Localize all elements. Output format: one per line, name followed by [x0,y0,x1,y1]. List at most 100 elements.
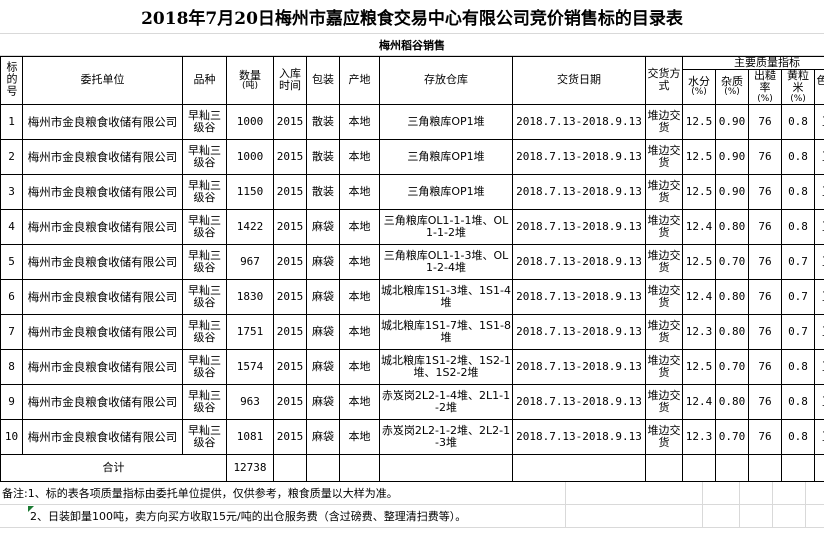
table-row[interactable]: 3 梅州市金良粮食收储有限公司 早籼三级谷 1150 2015 散装 本地 三角粮库OP1堆 2… [0,173,824,210]
cell-color-odor[interactable]: 正常 [813,243,824,280]
cell-moisture[interactable]: 12.5 [682,138,716,175]
cell-yellow-rice[interactable]: 0.8 [781,418,815,455]
cell-variety[interactable]: 早籼三级谷 [182,348,227,385]
cell-impurity[interactable]: 0.90 [715,103,749,140]
cell-quantity[interactable]: 1000 [226,103,274,140]
cell-warehouse[interactable]: 三角粮库OP1堆 [379,138,513,175]
cell-storage-time[interactable]: 2015 [273,313,307,350]
cell-quantity[interactable]: 1751 [226,313,274,350]
cell-consignor[interactable]: 梅州市金良粮食收储有限公司 [22,313,183,350]
cell-storage-time[interactable]: 2015 [273,418,307,455]
table-row[interactable]: 8 梅州市金良粮食收储有限公司 早籼三级谷 1574 2015 麻袋 本地 城北粮库1S1-2… [0,348,824,385]
cell-consignor[interactable]: 梅州市金良粮食收储有限公司 [22,103,183,140]
cell-consignor[interactable]: 梅州市金良粮食收储有限公司 [22,418,183,455]
cell-delivery-date[interactable]: 2018.7.13-2018.9.13 [512,278,646,315]
cell-moisture[interactable]: 12.3 [682,313,716,350]
cell-index[interactable]: 2 [0,138,23,175]
cell-quantity[interactable]: 1830 [226,278,274,315]
cell-warehouse[interactable]: 三角粮库OP1堆 [379,103,513,140]
cell-variety[interactable]: 早籼三级谷 [182,313,227,350]
cell-delivery-date[interactable]: 2018.7.13-2018.9.13 [512,173,646,210]
cell-delivery-method[interactable]: 堆边交货 [645,173,683,210]
cell-moisture[interactable]: 12.5 [682,173,716,210]
cell-quantity[interactable]: 1081 [226,418,274,455]
cell-moisture[interactable]: 12.5 [682,243,716,280]
cell-index[interactable]: 10 [0,418,23,455]
cell-delivery-method[interactable]: 堆边交货 [645,418,683,455]
cell-milling-rate[interactable]: 76 [748,348,782,385]
cell-color-odor[interactable]: 正常 [813,383,824,420]
cell-delivery-date[interactable]: 2018.7.13-2018.9.13 [512,138,646,175]
table-row[interactable]: 7 梅州市金良粮食收储有限公司 早籼三级谷 1751 2015 麻袋 本地 城北粮库1S1-7… [0,313,824,350]
cell-warehouse[interactable]: 三角粮库OL1-1-1堆、OL1-1-2堆 [379,208,513,245]
cell-packaging[interactable]: 麻袋 [306,348,340,385]
cell-index[interactable]: 1 [0,103,23,140]
cell-yellow-rice[interactable]: 0.8 [781,173,815,210]
cell-quantity[interactable]: 1150 [226,173,274,210]
cell-milling-rate[interactable]: 76 [748,418,782,455]
table-row[interactable]: 6 梅州市金良粮食收储有限公司 早籼三级谷 1830 2015 麻袋 本地 城北粮库1S1-3… [0,278,824,315]
cell-delivery-date[interactable]: 2018.7.13-2018.9.13 [512,313,646,350]
cell-variety[interactable]: 早籼三级谷 [182,208,227,245]
cell-quantity[interactable]: 967 [226,243,274,280]
cell-index[interactable]: 8 [0,348,23,385]
cell-storage-time[interactable]: 2015 [273,173,307,210]
cell-delivery-method[interactable]: 堆边交货 [645,278,683,315]
cell-color-odor[interactable]: 正常 [813,138,824,175]
cell-delivery-method[interactable]: 堆边交货 [645,348,683,385]
cell-delivery-date[interactable]: 2018.7.13-2018.9.13 [512,348,646,385]
cell-warehouse[interactable]: 城北粮库1S1-3堆、1S1-4堆 [379,278,513,315]
cell-storage-time[interactable]: 2015 [273,278,307,315]
cell-index[interactable]: 3 [0,173,23,210]
cell-quantity[interactable]: 1422 [226,208,274,245]
cell-milling-rate[interactable]: 76 [748,313,782,350]
cell-variety[interactable]: 早籼三级谷 [182,418,227,455]
cell-milling-rate[interactable]: 76 [748,173,782,210]
cell-color-odor[interactable]: 正常 [813,418,824,455]
cell-origin[interactable]: 本地 [339,243,380,280]
cell-consignor[interactable]: 梅州市金良粮食收储有限公司 [22,138,183,175]
cell-origin[interactable]: 本地 [339,138,380,175]
cell-consignor[interactable]: 梅州市金良粮食收储有限公司 [22,243,183,280]
cell-origin[interactable]: 本地 [339,103,380,140]
cell-variety[interactable]: 早籼三级谷 [182,138,227,175]
table-row[interactable]: 2 梅州市金良粮食收储有限公司 早籼三级谷 1000 2015 散装 本地 三角粮库OP1堆 2… [0,138,824,175]
cell-milling-rate[interactable]: 76 [748,138,782,175]
cell-impurity[interactable]: 0.80 [715,208,749,245]
cell-delivery-date[interactable]: 2018.7.13-2018.9.13 [512,383,646,420]
cell-color-odor[interactable]: 正常 [813,173,824,210]
cell-index[interactable]: 7 [0,313,23,350]
cell-packaging[interactable]: 麻袋 [306,278,340,315]
cell-warehouse[interactable]: 城北粮库1S1-7堆、1S1-8堆 [379,313,513,350]
cell-impurity[interactable]: 0.80 [715,313,749,350]
cell-impurity[interactable]: 0.70 [715,418,749,455]
cell-packaging[interactable]: 麻袋 [306,383,340,420]
cell-origin[interactable]: 本地 [339,383,380,420]
table-row[interactable]: 10 梅州市金良粮食收储有限公司 早籼三级谷 1081 2015 麻袋 本地 赤岌岗2L2-1… [0,418,824,455]
cell-yellow-rice[interactable]: 0.7 [781,243,815,280]
cell-quantity[interactable]: 1000 [226,138,274,175]
cell-impurity[interactable]: 0.70 [715,243,749,280]
cell-yellow-rice[interactable]: 0.7 [781,278,815,315]
cell-impurity[interactable]: 0.80 [715,383,749,420]
cell-index[interactable]: 5 [0,243,23,280]
cell-origin[interactable]: 本地 [339,173,380,210]
cell-color-odor[interactable]: 正常 [813,278,824,315]
cell-delivery-method[interactable]: 堆边交货 [645,138,683,175]
cell-origin[interactable]: 本地 [339,208,380,245]
cell-delivery-method[interactable]: 堆边交货 [645,313,683,350]
cell-delivery-method[interactable]: 堆边交货 [645,208,683,245]
cell-color-odor[interactable]: 正常 [813,313,824,350]
cell-storage-time[interactable]: 2015 [273,383,307,420]
cell-impurity[interactable]: 0.80 [715,278,749,315]
table-row[interactable]: 4 梅州市金良粮食收储有限公司 早籼三级谷 1422 2015 麻袋 本地 三角粮库OL1-1… [0,208,824,245]
cell-impurity[interactable]: 0.90 [715,173,749,210]
cell-delivery-method[interactable]: 堆边交货 [645,383,683,420]
cell-origin[interactable]: 本地 [339,313,380,350]
cell-color-odor[interactable]: 正常 [813,208,824,245]
cell-storage-time[interactable]: 2015 [273,103,307,140]
cell-warehouse[interactable]: 三角粮库OP1堆 [379,173,513,210]
cell-moisture[interactable]: 12.5 [682,348,716,385]
cell-storage-time[interactable]: 2015 [273,243,307,280]
table-row[interactable]: 5 梅州市金良粮食收储有限公司 早籼三级谷 967 2015 麻袋 本地 三角粮库OL1-1-… [0,243,824,280]
